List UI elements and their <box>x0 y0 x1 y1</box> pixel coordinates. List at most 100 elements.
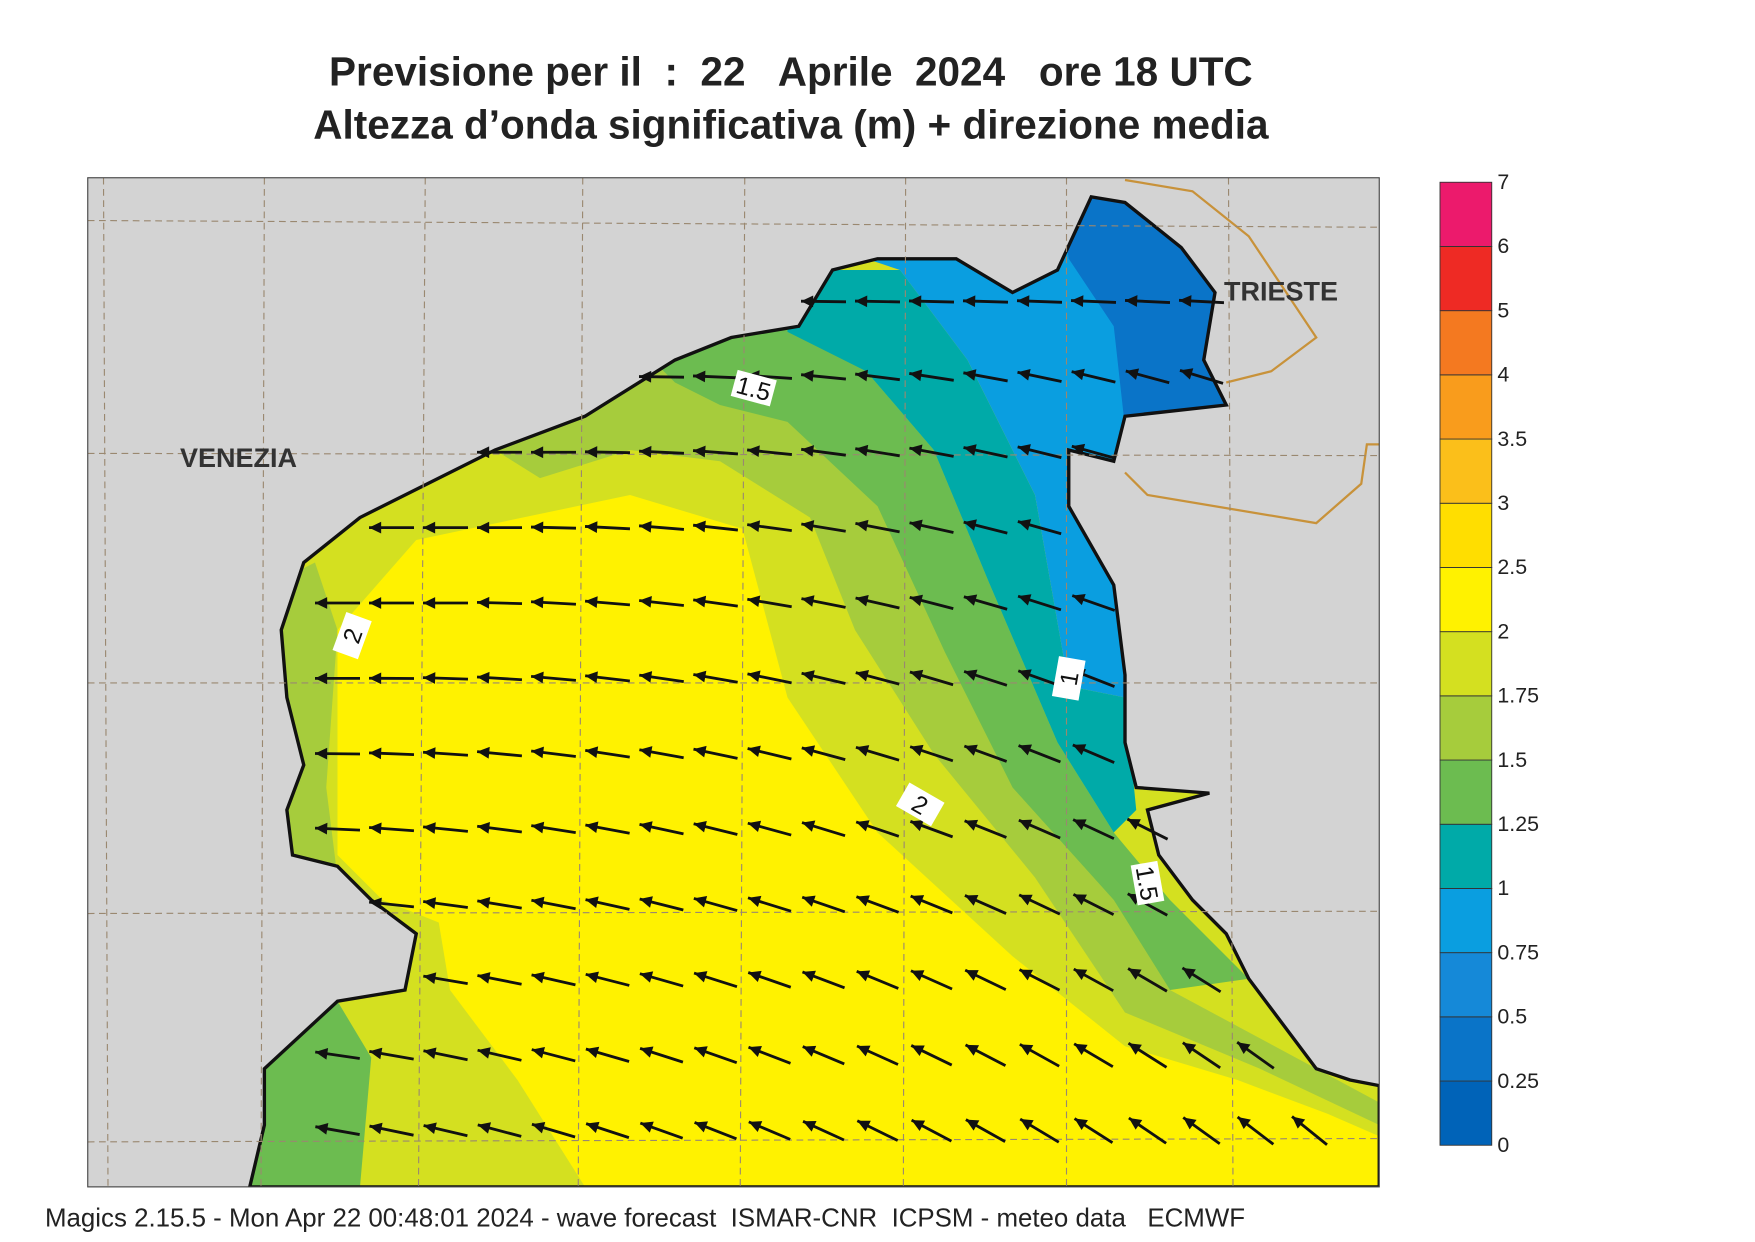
arrow <box>747 745 792 761</box>
arrow <box>801 670 846 685</box>
arrow <box>1073 1117 1114 1144</box>
arrow <box>422 747 469 759</box>
legend-label: 3 <box>1497 491 1509 515</box>
wave-zone <box>787 270 1137 833</box>
arrow <box>369 521 414 534</box>
arrow <box>531 896 576 911</box>
arrow-head <box>855 594 869 607</box>
arrow-head <box>639 971 654 983</box>
arrow-head <box>1125 368 1140 380</box>
arrow-head <box>856 895 870 907</box>
arrow-head <box>910 970 925 982</box>
arrow-head <box>964 819 979 831</box>
arrow-head <box>585 896 599 909</box>
arrow <box>369 1047 414 1061</box>
arrow-head <box>423 521 436 534</box>
arrow <box>910 969 953 991</box>
legend-label: 6 <box>1497 234 1509 258</box>
arrow <box>422 822 469 834</box>
legend-label: 2 <box>1497 619 1509 643</box>
legend-swatch <box>1439 502 1493 568</box>
arrow <box>584 596 631 608</box>
arrow <box>1179 368 1224 385</box>
arrow-head <box>801 595 815 607</box>
arrow <box>369 1122 414 1137</box>
arrow <box>639 671 684 684</box>
arrow <box>693 595 738 608</box>
arrow <box>801 895 846 914</box>
arrow-head <box>369 672 382 685</box>
arrow <box>1016 295 1063 308</box>
arrow-head <box>1183 1117 1197 1130</box>
arrow <box>747 895 792 913</box>
arrow <box>1127 1042 1168 1069</box>
arrow <box>639 1121 684 1140</box>
arrow <box>530 671 577 684</box>
arrow <box>584 446 631 458</box>
arrow-head <box>856 1045 871 1057</box>
legend-swatch <box>1439 310 1493 376</box>
arrow <box>1070 295 1117 307</box>
arrow <box>531 821 576 835</box>
arrow-head <box>477 821 490 834</box>
arrow-head <box>1018 744 1033 756</box>
legend-label: 1.5 <box>1497 748 1527 772</box>
arrow <box>855 670 900 686</box>
legend-swatch <box>1439 181 1493 247</box>
arrow-head <box>963 444 977 456</box>
arrow-head <box>1017 519 1032 531</box>
arrow-head <box>531 596 544 609</box>
arrow-head <box>747 520 761 533</box>
arrow <box>423 972 468 985</box>
arrow <box>477 897 522 910</box>
arrow <box>639 971 684 988</box>
arrow <box>638 445 685 458</box>
arrow-head <box>1128 1117 1143 1130</box>
arrow <box>1073 967 1114 992</box>
arrow-head <box>693 820 707 833</box>
arrow <box>314 822 361 835</box>
arrow-head <box>910 744 924 757</box>
arrow-head <box>639 746 653 758</box>
legend-swatch <box>1439 438 1493 504</box>
arrow-head <box>585 671 598 683</box>
arrow <box>638 596 685 608</box>
arrow-head <box>369 1047 383 1060</box>
contour-label: 2 <box>895 782 945 827</box>
arrow <box>856 1044 899 1066</box>
arrow <box>854 295 901 308</box>
arrow <box>963 369 1008 383</box>
legend-swatch <box>1439 952 1493 1018</box>
legend-label: 3.5 <box>1497 427 1527 451</box>
wave-zone <box>630 315 1249 990</box>
arrow-head <box>909 594 923 607</box>
arrow <box>694 1121 737 1141</box>
arrow <box>477 1122 522 1138</box>
arrow <box>909 594 954 610</box>
arrow-head <box>694 1046 708 1058</box>
arrow-head <box>694 971 708 983</box>
arrow-head <box>315 597 328 609</box>
arrow-head <box>423 672 436 684</box>
arrow <box>909 669 954 687</box>
arrow-head <box>531 1046 545 1059</box>
arrow <box>1072 818 1115 840</box>
arrow <box>746 445 793 458</box>
arrow <box>1071 594 1116 612</box>
arrow-head <box>747 820 762 833</box>
wave-height-field <box>249 196 1380 1187</box>
arrow <box>692 445 739 458</box>
arrow <box>585 971 630 987</box>
arrow <box>965 1118 1006 1143</box>
arrow-head <box>693 445 706 458</box>
arrow-head <box>586 1121 600 1133</box>
arrow-head <box>1128 1043 1142 1055</box>
arrow-head <box>910 895 925 907</box>
arrow-head <box>585 971 599 984</box>
arrow-head <box>801 520 815 532</box>
arrow <box>477 821 522 834</box>
legend-swatch <box>1439 374 1493 440</box>
arrow <box>963 444 1008 459</box>
arrow-head <box>639 896 653 908</box>
legend-label: 0 <box>1497 1133 1509 1157</box>
